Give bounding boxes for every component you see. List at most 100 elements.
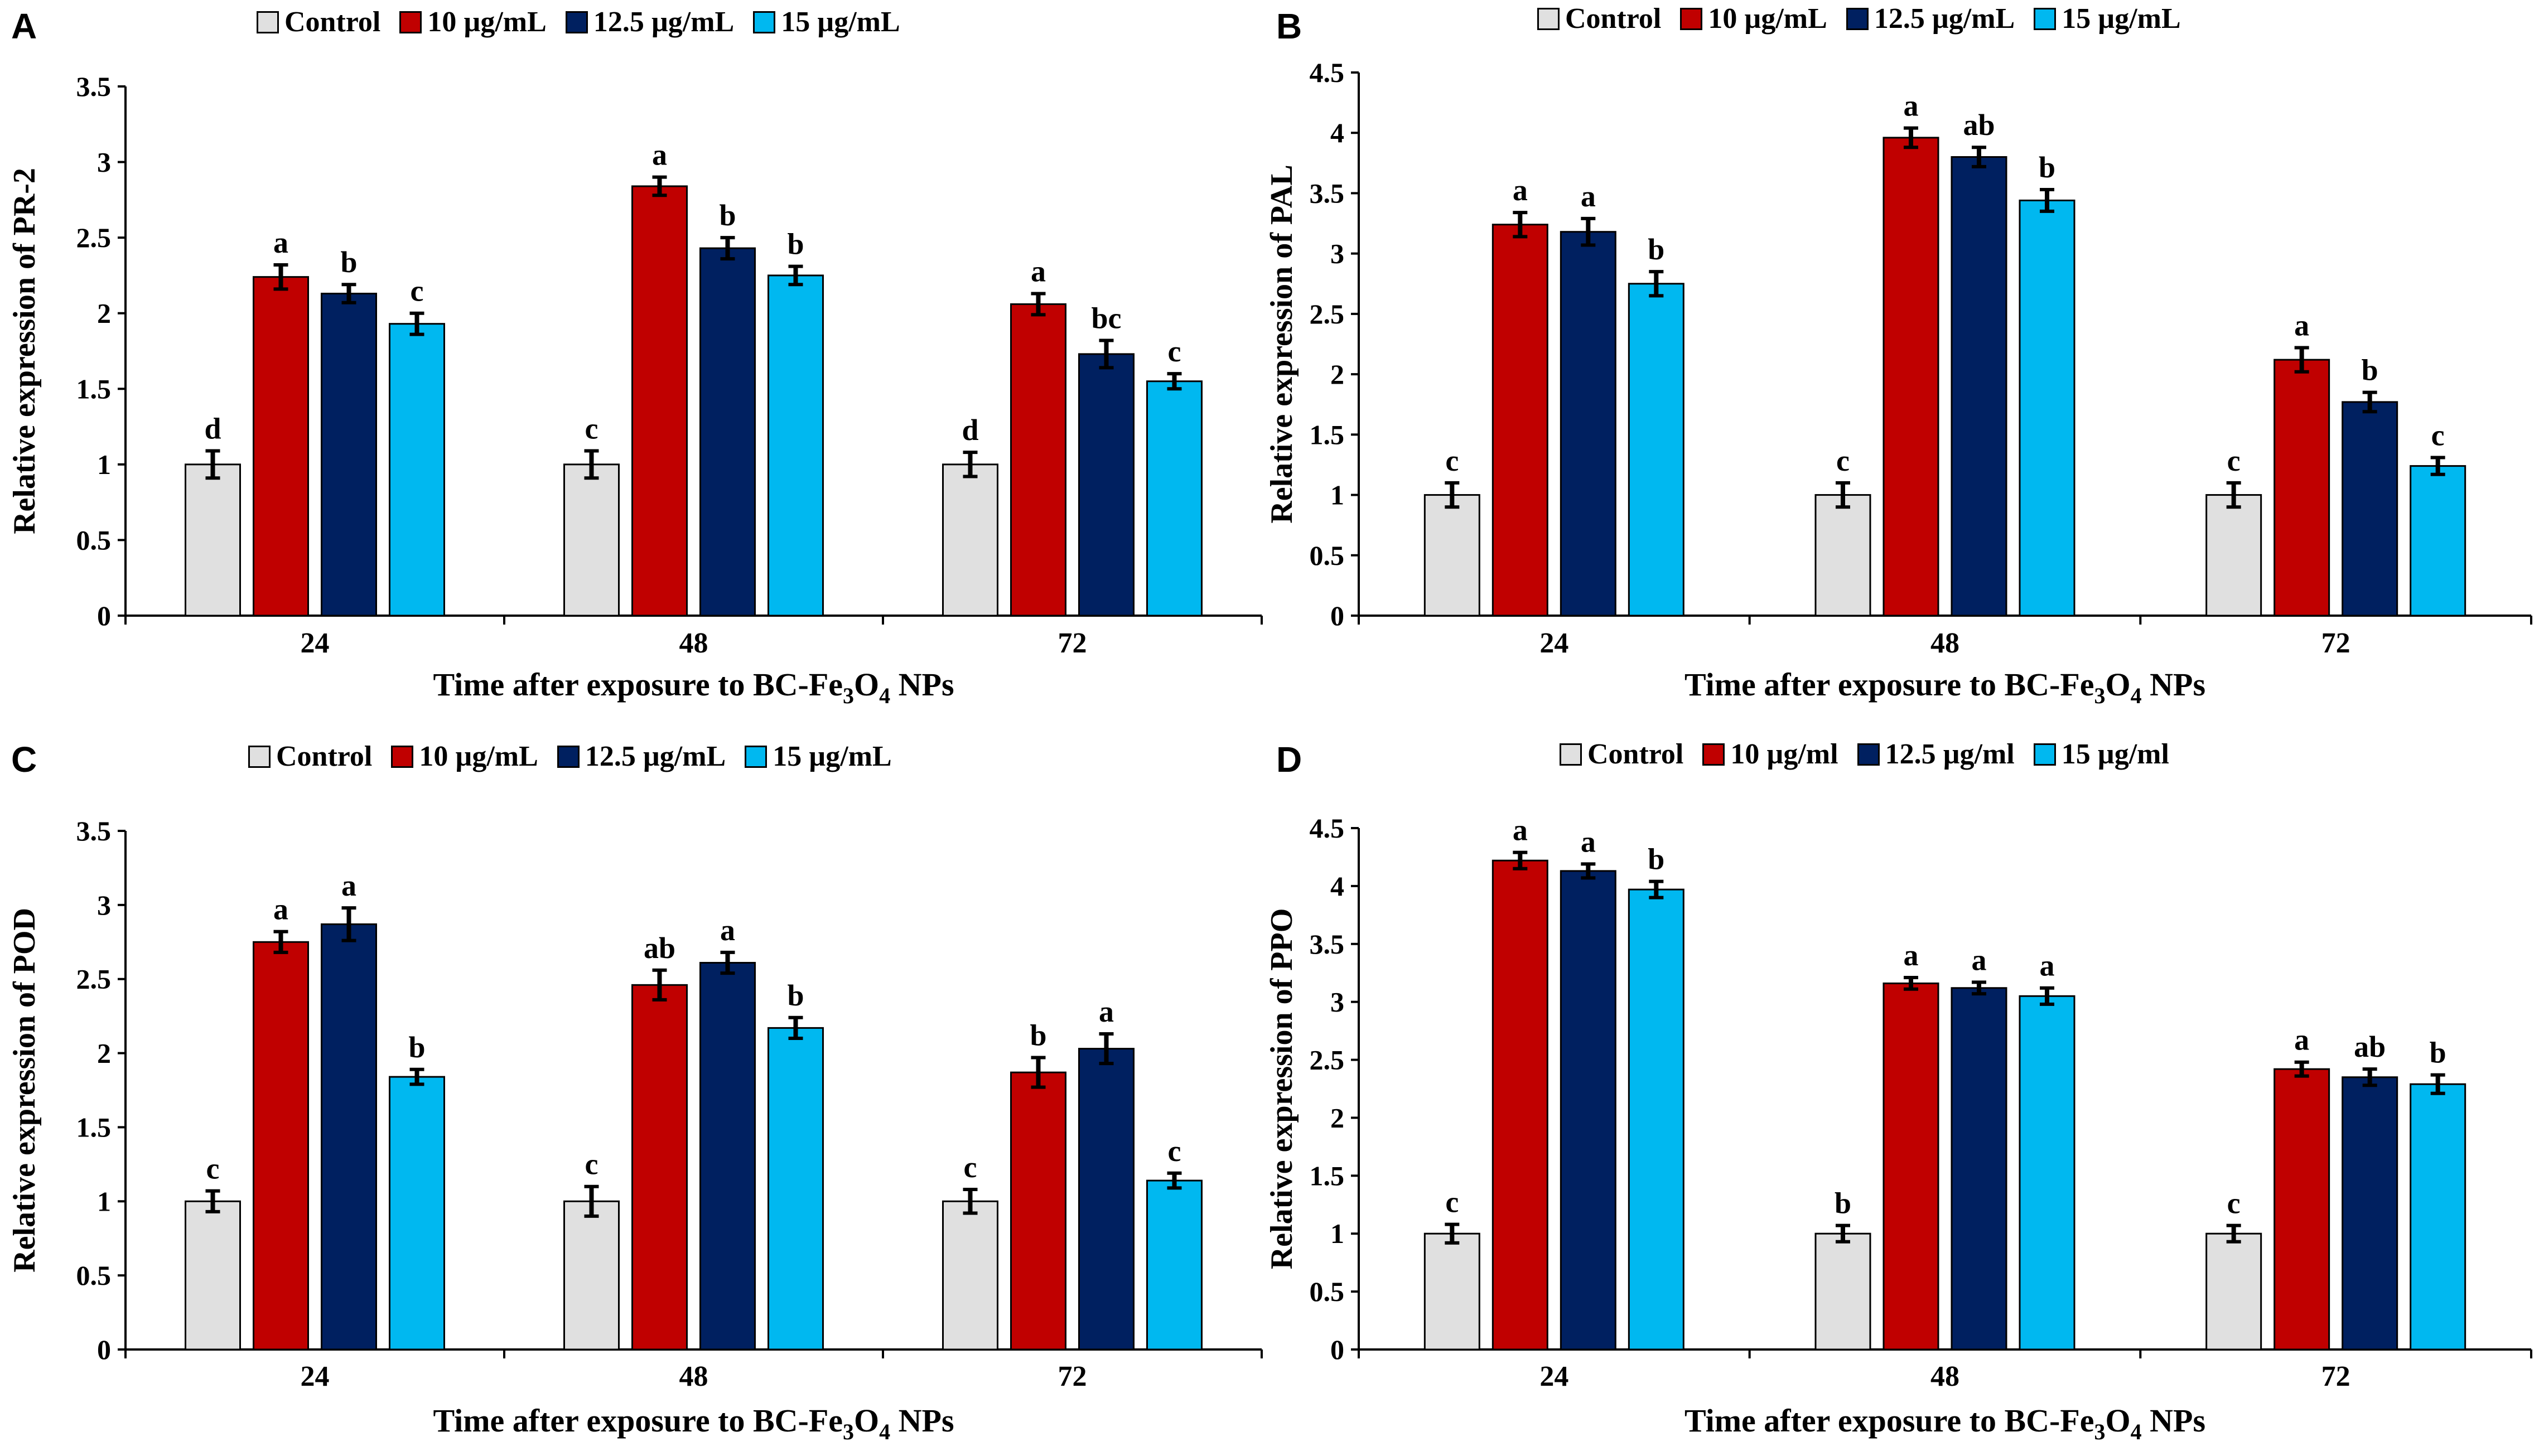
y-tick-label: 3 [1330, 986, 1344, 1018]
x-axis-label-subscript: 4 [2131, 1419, 2142, 1444]
y-tick-label: 1 [97, 449, 111, 480]
legend-label: 10 µg/mL [427, 6, 547, 38]
legend-swatch [745, 745, 768, 768]
bar [185, 1200, 241, 1351]
legend-item-12-5: 12.5 µg/mL [1846, 2, 2015, 35]
significance-label: ab [1963, 108, 1995, 142]
x-axis-label-subscript: 3 [843, 1419, 854, 1444]
bar [942, 1200, 998, 1351]
x-axis-label-subscript: 3 [2094, 1419, 2106, 1444]
x-axis-label-part: NPs [2142, 1402, 2205, 1439]
legend-swatch [1537, 7, 1560, 30]
bar [1951, 987, 2007, 1351]
y-tick-label: 1.5 [76, 373, 112, 404]
significance-label: bc [1092, 302, 1122, 335]
significance-label: a [1904, 89, 1919, 123]
significance-label: b [1835, 1187, 1851, 1220]
legend-label: 15 µg/mL [773, 741, 892, 772]
significance-label: d [204, 412, 221, 445]
x-axis-label-part: Time after exposure to BC-Fe [433, 666, 843, 703]
significance-label: a [273, 226, 288, 259]
significance-label: a [1513, 173, 1528, 207]
y-tick-label: 3.5 [1310, 177, 1345, 209]
bar [768, 1027, 824, 1351]
bar [1078, 1048, 1135, 1351]
bar [1951, 156, 2007, 617]
y-tick-label: 1 [1330, 480, 1344, 511]
significance-label: b [2362, 354, 2378, 387]
x-axis-label-part: NPs [890, 1402, 954, 1439]
y-tick-label: 3 [97, 889, 111, 921]
chart-svg: 00.511.522.533.524caab48cabab72cbacRelat… [7, 815, 1263, 1444]
significance-label: a [2294, 308, 2309, 342]
x-axis-label-part: O [2106, 666, 2131, 703]
significance-label: b [787, 979, 804, 1012]
bar [699, 247, 756, 617]
x-axis-label: Time after exposure to BC-Fe3O4 NPs [1684, 1402, 2205, 1444]
legend-swatch [399, 11, 422, 33]
legend-item-15: 15 µg/mL [745, 740, 892, 773]
y-tick-label: 2 [1330, 1102, 1344, 1133]
significance-label: b [2039, 151, 2055, 184]
bar [699, 961, 756, 1351]
legend-item-control: Control [1560, 738, 1683, 771]
x-tick-label: 48 [679, 1361, 708, 1392]
y-axis-label: Relative expression of PAL [1264, 165, 1299, 523]
y-tick-label: 3.5 [1310, 928, 1345, 960]
bar [253, 276, 309, 617]
legend-label: 10 µg/mL [1708, 3, 1827, 35]
legend-item-10: 10 µg/mL [1680, 2, 1827, 35]
y-tick-label: 4.5 [1310, 812, 1345, 844]
significance-label: d [962, 413, 978, 447]
significance-label: c [2227, 444, 2241, 477]
legend-swatch [257, 11, 279, 33]
panel-letter: D [1276, 739, 1302, 780]
significance-label: a [1513, 814, 1528, 847]
significance-label: a [273, 893, 288, 926]
y-tick-label: 2.5 [1310, 1044, 1345, 1076]
y-tick-label: 3 [97, 147, 111, 178]
bar [631, 984, 688, 1351]
bar [2205, 494, 2262, 617]
y-tick-label: 0 [97, 600, 111, 631]
y-tick-label: 4 [1330, 870, 1344, 902]
bar [1491, 859, 1548, 1351]
x-tick-label: 24 [1539, 1361, 1568, 1392]
x-axis-label: Time after exposure to BC-Fe3O4 NPs [433, 1402, 954, 1444]
bar [1010, 303, 1066, 617]
bar [1010, 1071, 1066, 1351]
legend-item-15: 15 µg/mL [753, 6, 900, 38]
bar [2205, 1232, 2262, 1351]
x-tick-label: 48 [1930, 1361, 1959, 1392]
y-axis-label: Relative expression of PPO [1264, 908, 1299, 1270]
bar [2342, 401, 2398, 617]
significance-label: c [206, 1152, 220, 1186]
legend-label: 12.5 µg/mL [1874, 3, 2015, 35]
x-tick-label: 24 [301, 627, 330, 659]
legend-label: Control [1587, 738, 1684, 770]
significance-label: b [340, 245, 357, 279]
significance-label: c [411, 274, 424, 308]
bar [631, 185, 688, 617]
significance-label: c [1445, 1186, 1459, 1219]
legend-swatch [565, 11, 588, 33]
bar [1628, 888, 1684, 1351]
bar [2410, 1083, 2466, 1351]
significance-label: c [1445, 444, 1459, 477]
y-tick-label: 4 [1330, 117, 1344, 148]
bar [768, 274, 824, 617]
legend-swatch [391, 745, 414, 768]
significance-label: a [2294, 1023, 2309, 1057]
y-tick-label: 3.5 [76, 815, 112, 846]
significance-label: c [1168, 335, 1181, 368]
significance-label: c [2431, 418, 2445, 452]
legend-swatch [557, 745, 580, 768]
x-axis-label-part: Time after exposure to BC-Fe [1684, 1402, 2094, 1439]
legend-swatch [1560, 743, 1582, 766]
bar [2019, 199, 2075, 617]
legend-label: Control [276, 741, 373, 772]
legend-label: Control [1565, 3, 1662, 35]
significance-label: c [1168, 1134, 1181, 1168]
bar [563, 1200, 620, 1351]
